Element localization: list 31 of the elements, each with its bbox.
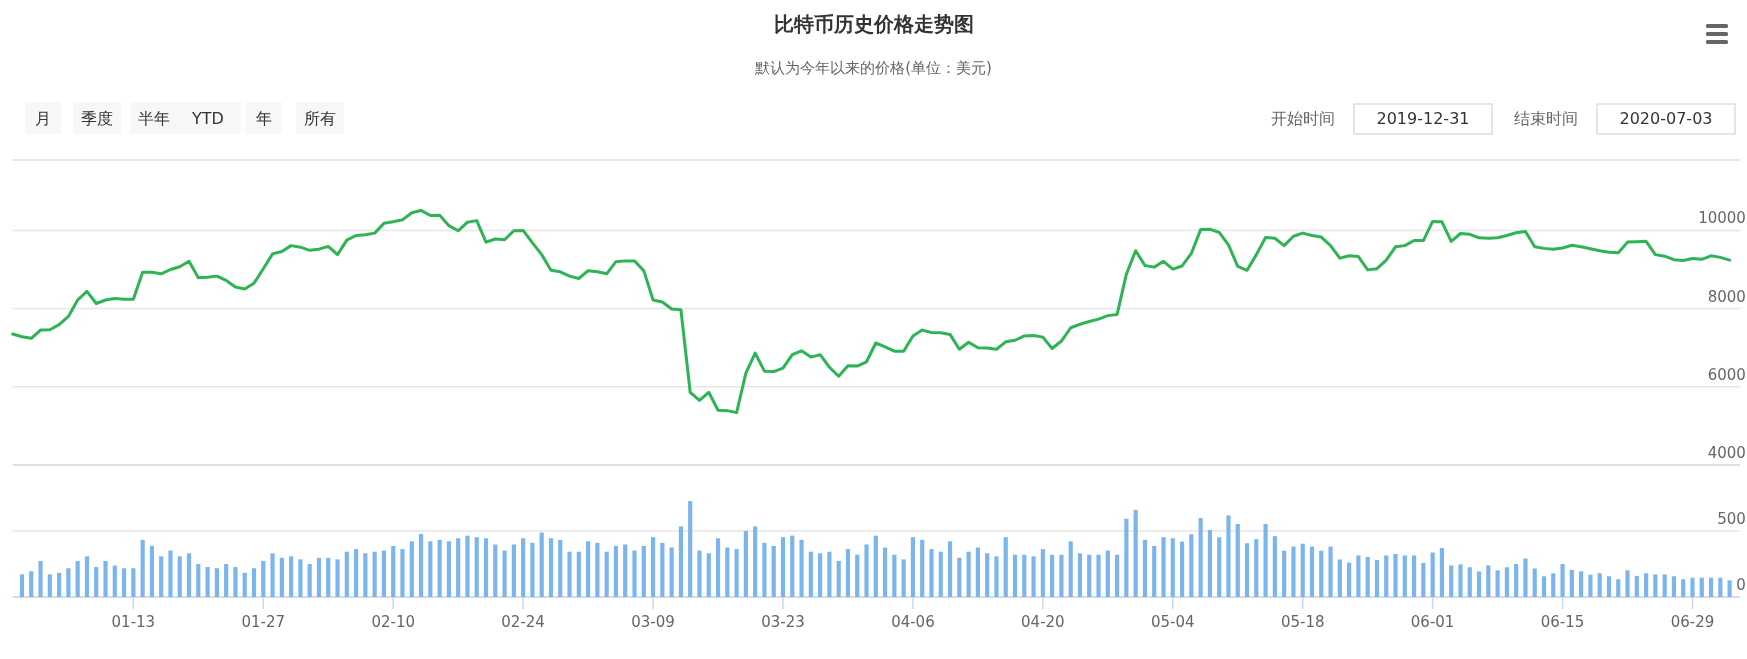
y-tick-label: 8000 <box>1707 287 1746 306</box>
x-tick-label: 01-13 <box>111 613 156 631</box>
chart-subtitle: 默认为今年以来的价格(单位：美元) <box>754 59 992 77</box>
text: 半年 <box>138 109 170 128</box>
y-tick-label: 500 <box>1717 510 1746 528</box>
x-tick-label: 05-18 <box>1280 613 1325 631</box>
x-tick-label: 04-20 <box>1021 613 1065 631</box>
x-tick-label: 01-27 <box>241 613 286 631</box>
text: 结束时间 <box>1514 109 1578 128</box>
y-tick-label: 6000 <box>1707 365 1746 384</box>
x-tick-label: 06-15 <box>1540 613 1585 631</box>
x-tick-label: 06-29 <box>1670 613 1715 631</box>
y-tick-label: 10000 <box>1698 209 1746 228</box>
y-tick-label: 4000 <box>1707 444 1746 462</box>
text: 2020-07-03 <box>1619 109 1713 128</box>
x-tick-label: 02-10 <box>371 613 415 631</box>
text: 所有 <box>304 109 336 128</box>
x-tick-label: 04-06 <box>891 613 935 631</box>
x-tick-label: 06-01 <box>1410 613 1455 631</box>
text: 2019-12-31 <box>1376 109 1470 128</box>
x-tick-label: 02-24 <box>501 613 545 631</box>
text: 月 <box>35 109 51 128</box>
text: 开始时间 <box>1271 109 1335 128</box>
x-tick-label: 03-09 <box>631 613 675 631</box>
x-tick-label: 03-23 <box>761 613 805 631</box>
text: 年 <box>256 109 272 128</box>
y-tick-label: 0 <box>1736 576 1746 594</box>
text: YTD <box>191 109 224 128</box>
x-tick-label: 05-04 <box>1150 613 1195 631</box>
chart-title: 比特币历史价格走势图 <box>773 12 974 36</box>
text: 季度 <box>81 109 113 128</box>
